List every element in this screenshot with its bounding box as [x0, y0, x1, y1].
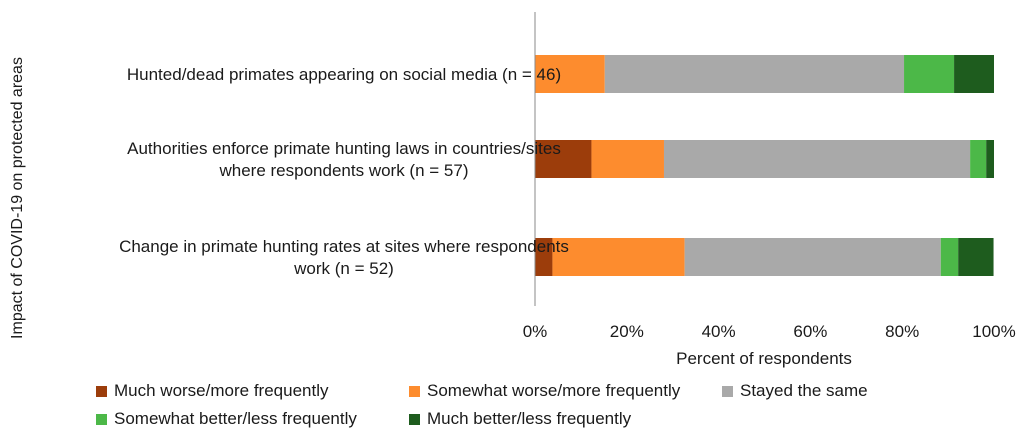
- legend-swatch: [409, 413, 420, 425]
- legend-label: Stayed the same: [740, 381, 868, 400]
- bar-segment-3-3: [684, 238, 941, 276]
- legend-label: Much worse/more frequently: [114, 381, 329, 400]
- bar-segment-3-4: [940, 238, 959, 276]
- x-tick-label: 100%: [972, 322, 1015, 341]
- category-label-3-line-1: Change in primate hunting rates at sites…: [119, 237, 569, 256]
- bar-segment-2-1: [535, 140, 592, 178]
- legend-swatch: [96, 385, 107, 397]
- bar-segment-1-2: [535, 55, 605, 93]
- bar-segment-1-3: [604, 55, 905, 93]
- x-tick-label: 40%: [702, 322, 736, 341]
- bar-segment-1-5: [954, 55, 994, 93]
- x-tick-label: 20%: [610, 322, 644, 341]
- bar-segment-2-2: [591, 140, 664, 178]
- x-axis-title: Percent of respondents: [676, 349, 852, 368]
- bar-segment-2-3: [663, 140, 971, 178]
- legend-item: Somewhat better/less frequently: [96, 408, 357, 430]
- bar-segment-2-5: [986, 140, 994, 178]
- category-label-2-line-1: Authorities enforce primate hunting laws…: [127, 139, 561, 158]
- legend-item: Somewhat worse/more frequently: [409, 380, 680, 402]
- bar-segment-1-4: [904, 55, 955, 93]
- bar-segment-3-5: [958, 238, 994, 276]
- legend-swatch: [409, 385, 420, 397]
- category-label-2-line-2: where respondents work (n = 57): [219, 161, 469, 180]
- legend-swatch: [96, 413, 107, 425]
- bar-segment-3-1: [535, 238, 553, 276]
- bars-layer: [535, 55, 994, 276]
- category-label-3-line-2: work (n = 52): [293, 259, 394, 278]
- x-tick-labels: 0% 20% 40% 60% 80% 100%: [523, 322, 1016, 341]
- legend-item: Much worse/more frequently: [96, 380, 328, 402]
- legend-label: Somewhat worse/more frequently: [427, 381, 681, 400]
- bar-segment-3-2: [552, 238, 685, 276]
- x-tick-label: 0%: [523, 322, 548, 341]
- legend-item: Stayed the same: [722, 380, 868, 402]
- x-tick-label: 60%: [793, 322, 827, 341]
- legend-swatch: [722, 385, 733, 397]
- category-labels: Hunted/dead primates appearing on social…: [119, 65, 569, 278]
- category-label-1-line-1: Hunted/dead primates appearing on social…: [127, 65, 561, 84]
- x-tick-label: 80%: [885, 322, 919, 341]
- legend-item: Much better/less frequently: [409, 408, 631, 430]
- y-axis-title: Impact of COVID-19 on protected areas: [9, 57, 26, 339]
- legend-label: Somewhat better/less frequently: [114, 409, 357, 428]
- bar-segment-2-4: [970, 140, 987, 178]
- legend-label: Much better/less frequently: [427, 409, 632, 428]
